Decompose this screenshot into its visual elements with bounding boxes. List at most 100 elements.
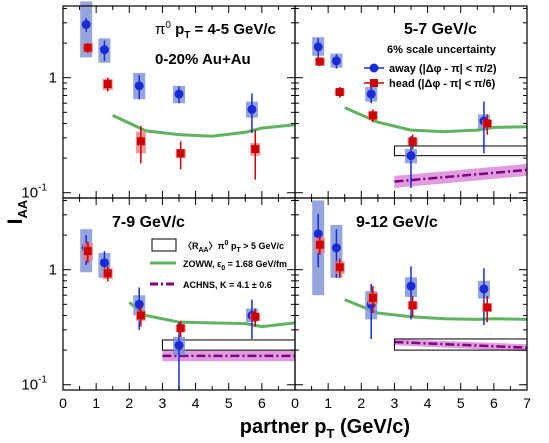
head-point (315, 240, 324, 249)
achns-curve (394, 168, 528, 183)
y-tick-exponent: -1 (38, 375, 47, 386)
legend-head-marker (370, 79, 378, 87)
away-point (331, 56, 341, 66)
title-sup: 0 (165, 20, 171, 31)
away-point (134, 81, 144, 91)
head-point (103, 80, 112, 89)
scale-note: 6% scale uncertainty (387, 44, 497, 56)
away-point (479, 284, 489, 294)
away-point (174, 89, 184, 99)
legend-raa-a: 〈R (183, 241, 199, 251)
x-axis-title-unit: (GeV/c) (334, 416, 410, 438)
head-point (408, 137, 417, 146)
legend-achns-label: ACHNS, K = 4.1 ± 0.6 (183, 280, 272, 290)
x-tick-label: 4 (192, 395, 200, 411)
head-point (176, 149, 185, 158)
achns-band (394, 339, 527, 352)
away-point (99, 258, 109, 268)
x-tick-label: 0 (59, 395, 67, 411)
legend-zoww-a: ZOWW, ε (183, 259, 222, 269)
head-point (136, 137, 145, 146)
head-point (83, 43, 92, 52)
y-tick-label: 1 (49, 262, 57, 279)
away-point (134, 299, 144, 309)
legend-away-marker (369, 63, 379, 73)
legend-raa-c: p (228, 241, 237, 251)
y-axis-title-main: I (4, 218, 27, 224)
x-tick-label: 5 (225, 395, 233, 411)
x-tick-label: 0 (291, 395, 299, 411)
head-point (251, 312, 260, 321)
panel-title: 5-7 GeV/c (404, 21, 477, 38)
legend-raa-d: > 5 GeV/c (241, 241, 284, 251)
x-tick-label: 6 (490, 395, 498, 411)
head-point (335, 88, 344, 97)
legend-raa-sub2: T (236, 247, 241, 254)
head-point (408, 301, 417, 310)
legend-zoww-sub: 0 (221, 265, 225, 272)
legend-zoww-label: ZOWW, ε0 = 1.68 GeV/fm (183, 259, 287, 272)
away-point (313, 42, 323, 52)
achns-band (394, 163, 527, 188)
zoww-curve (128, 301, 296, 329)
legend-head-label: head (|Δφ - π| < π/6) (389, 78, 496, 90)
x-tick-label: 4 (424, 395, 432, 411)
panel-title: 7-9 GeV/c (112, 214, 185, 231)
x-tick-label: 2 (357, 395, 365, 411)
y-tick-label: 10-1 (21, 183, 47, 202)
legend-away-label: away (|Δφ - π| < π/2) (389, 63, 497, 75)
x-tick-label: 6 (258, 395, 266, 411)
panel-top-right: 5-7 GeV/c 6% scale uncertainty away (|Δφ -… (294, 5, 528, 199)
head-point (103, 269, 112, 278)
panel-top-left: 1 10-1 π0 pT = 4-5 GeV/c 0-20% Au+Au (21, 1, 296, 202)
zoww-curve (344, 106, 528, 134)
panel-subtitle: 0-20% Au+Au (155, 51, 251, 68)
away-point (406, 281, 416, 291)
title-pi: π (155, 21, 165, 38)
head-point (83, 247, 92, 256)
away-point (406, 151, 416, 161)
y-axis-title-sub: AA (15, 199, 30, 218)
head-point (368, 111, 377, 120)
away-point (247, 104, 257, 114)
y-tick-label: 10-1 (21, 375, 47, 394)
head-point (315, 57, 324, 66)
title-suffix: = 4-5 GeV/c (190, 21, 275, 38)
legend-raa-label: 〈RAA〉π0 pT > 5 GeV/c (183, 240, 284, 254)
away-point (366, 89, 376, 99)
title-mid: p (171, 21, 184, 38)
panel-title: 9-12 GeV/c (356, 214, 438, 231)
legend-raa-swatch (151, 238, 177, 252)
legend-raa-b: 〉π (209, 241, 225, 251)
x-tick-label: 1 (92, 395, 100, 411)
y-tick-base: 10 (21, 185, 38, 202)
head-point (176, 324, 185, 333)
head-point (335, 263, 344, 272)
achns-curve (394, 340, 528, 349)
away-point (174, 340, 184, 350)
y-axis-title: IAA (4, 199, 30, 224)
zoww-curve (112, 114, 296, 138)
head-point (251, 144, 260, 153)
zoww-curve (344, 298, 528, 321)
x-tick-label: 5 (457, 395, 465, 411)
head-point (368, 293, 377, 302)
legend-raa-sub: AA (199, 247, 209, 254)
x-tick-label: 3 (391, 395, 399, 411)
legend-raa-sup: 0 (225, 240, 229, 247)
away-point (313, 229, 323, 239)
head-point (136, 311, 145, 320)
x-tick-label: 3 (159, 395, 167, 411)
away-point (99, 45, 109, 55)
title-sub: T (184, 30, 190, 41)
panel-title: π0 pT = 4-5 GeV/c (155, 20, 276, 41)
y-tick-base: 10 (21, 377, 38, 394)
legend-zoww-b: = 1.68 GeV/fm (225, 259, 287, 269)
x-axis-title: partner pT (GeV/c) (240, 416, 410, 438)
achns-band (162, 350, 295, 362)
panel-bottom-right: 9-12 GeV/c (294, 197, 528, 391)
away-point (81, 20, 91, 30)
head-point (483, 119, 492, 128)
